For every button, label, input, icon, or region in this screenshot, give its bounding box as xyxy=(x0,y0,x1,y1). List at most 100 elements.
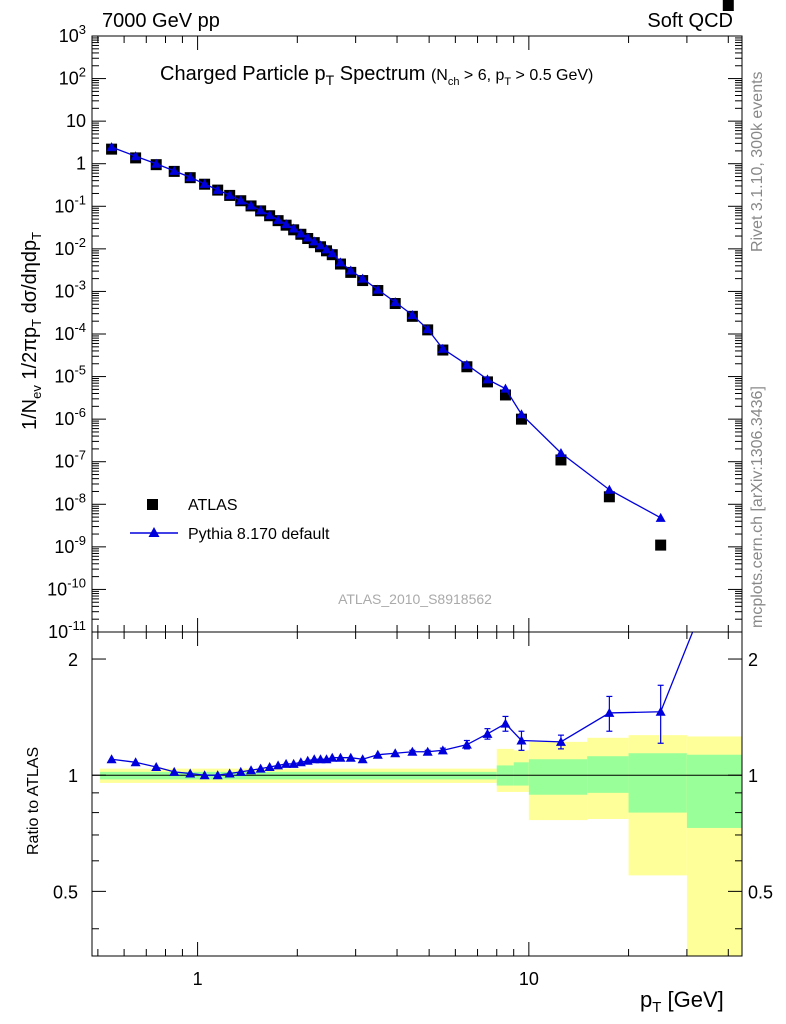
atlas-data-point xyxy=(499,389,511,401)
y-tick-label: 10-1 xyxy=(54,192,86,216)
pythia-data-point xyxy=(500,383,511,393)
pythia-data-point xyxy=(327,248,338,258)
pythia-data-point xyxy=(246,200,257,210)
ratio-data-point xyxy=(604,707,615,717)
ratio-data-point xyxy=(106,754,117,764)
ratio-data-point xyxy=(169,766,180,776)
stat-band xyxy=(528,759,588,795)
ratio-uncertainty-bands xyxy=(100,735,742,956)
x-tick-label: 1 xyxy=(193,969,203,989)
stat-band xyxy=(628,753,687,813)
pythia-data-point xyxy=(199,178,210,188)
y-tick-label: 10-11 xyxy=(48,618,86,642)
ratio-data-point xyxy=(309,754,320,764)
ratio-data-point xyxy=(516,735,527,745)
pythia-data-point xyxy=(461,359,472,369)
pythia-data-point xyxy=(335,257,346,267)
ratio-data-point xyxy=(212,770,223,780)
ratio-y-tick-label-right: 0.5 xyxy=(748,882,773,902)
y-tick-label: 10-5 xyxy=(54,363,86,387)
ratio-data-point xyxy=(199,770,210,780)
ratio-data-point xyxy=(482,728,493,738)
pythia-line xyxy=(111,146,661,519)
pythia-data-point xyxy=(151,158,162,168)
header-right: Soft QCD xyxy=(647,10,733,32)
pythia-data-point xyxy=(288,223,299,233)
pythia-data-point xyxy=(407,309,418,319)
ratio-y-tick-label-left: 0.5 xyxy=(53,882,78,902)
ratio-data-point xyxy=(288,758,299,768)
chart-title: Charged Particle pT​ Spectrum (Nch​ > 6,… xyxy=(160,63,593,88)
ratio-data-point xyxy=(372,749,383,759)
ratio-plot-frame xyxy=(91,631,743,957)
ratio-data-point xyxy=(335,752,346,762)
pythia-data-point xyxy=(212,184,223,194)
y-tick-label: 10-8 xyxy=(54,490,86,514)
y-tick-label: 10 xyxy=(66,111,86,131)
pythia-data-point xyxy=(321,244,332,254)
y-tick-label: 10-6 xyxy=(54,405,86,429)
main-ylabel: 1/Nev​ 1/2πpT​ dσ/dηdpT​ xyxy=(19,232,44,430)
main-series-layer xyxy=(106,0,734,551)
ratio-data-point xyxy=(461,739,472,749)
ratio-data-point xyxy=(500,718,511,728)
pythia-data-point xyxy=(345,265,356,275)
y-tick-label: 10-4 xyxy=(54,320,86,344)
pythia-data-point xyxy=(224,190,235,200)
y-tick-label: 1 xyxy=(76,154,86,174)
pythia-data-point xyxy=(235,195,246,205)
ratio-data-point xyxy=(130,757,141,767)
ratio-data-point xyxy=(224,768,235,778)
pythia-data-point xyxy=(604,484,615,494)
ratio-y-tick-label-left: 2 xyxy=(68,650,78,670)
y-tick-label: 10-9 xyxy=(54,533,86,557)
pythia-data-point xyxy=(169,165,180,175)
ratio-data-point xyxy=(255,763,266,773)
ratio-y-tick-label-right: 2 xyxy=(748,650,758,670)
y-tick-label: 10-10 xyxy=(47,575,86,599)
mcplots-label: mcplots.cern.ch [arXiv:1306.3436] xyxy=(749,386,766,628)
rivet-label: Rivet 3.1.10, 300k events xyxy=(749,71,766,252)
pythia-data-point xyxy=(315,240,326,250)
pythia-data-point xyxy=(281,219,292,229)
legend-atlas-label: ATLAS xyxy=(188,497,238,514)
pythia-data-point xyxy=(372,284,383,294)
ratio-data-point xyxy=(655,706,666,716)
ratio-data-point xyxy=(264,762,275,772)
atlas-data-point xyxy=(603,491,615,503)
atlas-data-point xyxy=(722,0,734,11)
pythia-data-point xyxy=(422,324,433,334)
ratio-data-point xyxy=(273,760,284,770)
legend-pythia-label: Pythia 8.170 default xyxy=(188,526,330,543)
header-left: 7000 GeV pp xyxy=(102,10,220,32)
ratio-ylabel: Ratio to ATLAS xyxy=(25,747,42,855)
y-tick-label: 10-3 xyxy=(54,277,86,301)
atlas-data-point xyxy=(555,454,567,466)
stat-band xyxy=(587,756,629,793)
pythia-data-point xyxy=(390,297,401,307)
legend-atlas-marker xyxy=(147,499,158,510)
pythia-data-point xyxy=(255,205,266,215)
atlas-data-point xyxy=(515,413,527,425)
pythia-data-point xyxy=(309,236,320,246)
ratio-data-point xyxy=(235,766,246,776)
pythia-data-point xyxy=(482,374,493,384)
pythia-data-point xyxy=(516,409,527,419)
x-tick-label: 10 xyxy=(519,969,539,989)
pythia-data-point xyxy=(555,448,566,458)
pythia-data-point xyxy=(295,228,306,238)
ratio-series-layer xyxy=(106,632,694,780)
ratio-data-point xyxy=(407,746,418,756)
ratio-data-point xyxy=(422,746,433,756)
pythia-data-point xyxy=(273,214,284,224)
ratio-data-point xyxy=(555,736,566,746)
pythia-data-point xyxy=(130,151,141,161)
ratio-data-point xyxy=(281,758,292,768)
y-tick-label: 10-2 xyxy=(54,235,86,259)
ratio-data-point xyxy=(357,754,368,764)
analysis-watermark: ATLAS_2010_S8918562 xyxy=(338,591,492,607)
pythia-data-point xyxy=(302,232,313,242)
pythia-data-point xyxy=(185,172,196,182)
legend-pythia-marker xyxy=(148,527,160,537)
